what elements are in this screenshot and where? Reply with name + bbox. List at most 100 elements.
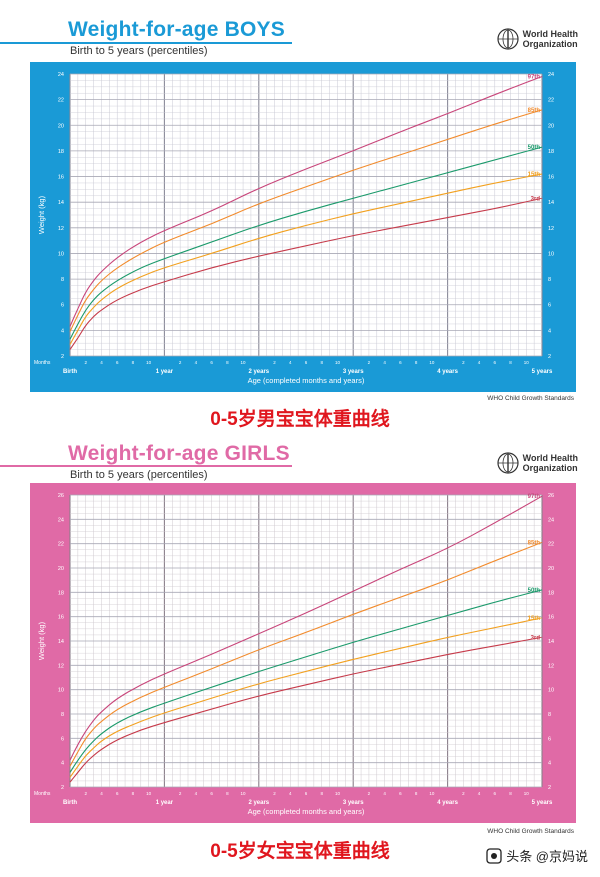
boys-chart-title: Weight-for-age BOYS (68, 18, 285, 41)
title-rule (0, 42, 292, 44)
x-month-tick-label: 2 (179, 791, 182, 796)
x-month-tick-label: 8 (509, 791, 512, 796)
y-tick-label-right: 6 (548, 303, 551, 309)
series-line-15th (69, 173, 543, 345)
series-label-50th: 50th (528, 145, 541, 151)
y-tick-label-right: 22 (548, 542, 554, 548)
girls-weight-chart: 2 2 4 4 6 6 8 8 10 10 12 12 14 14 16 16 18 18 20 20 22 22 24 24… (30, 483, 576, 823)
series-label-85th: 85th (528, 108, 541, 114)
x-year-tick-label: 5 years (532, 800, 553, 806)
x-year-tick-label: 4 years (437, 369, 458, 375)
y-tick-label-left: 2 (61, 785, 64, 791)
watermark: 头条 @京妈说 (486, 846, 588, 865)
x-month-tick-label: 8 (226, 791, 229, 796)
y-tick-label-left: 2 (61, 354, 64, 360)
y-tick-label-right: 10 (548, 251, 554, 257)
series-line-97th (69, 76, 543, 327)
x-month-tick-label: 10 (524, 791, 530, 796)
y-tick-label-left: 12 (58, 226, 64, 232)
x-month-tick-label: 2 (84, 360, 87, 365)
x-month-tick-label: 6 (399, 791, 402, 796)
x-month-tick-label: 8 (509, 360, 512, 365)
series-line-50th (69, 146, 543, 340)
x-month-tick-label: 4 (100, 360, 103, 365)
series-label-50th: 50th (528, 588, 541, 594)
y-tick-label-right: 24 (548, 517, 554, 523)
series-line-85th (69, 541, 543, 767)
y-tick-label-left: 22 (58, 542, 64, 548)
y-tick-label-left: 16 (58, 615, 64, 621)
x-month-tick-label: 6 (494, 791, 497, 796)
x-month-tick-label: 4 (195, 791, 198, 796)
x-month-tick-label: 10 (335, 791, 341, 796)
y-tick-label-left: 8 (61, 277, 64, 283)
x-year-tick-label: 2 years (248, 800, 269, 806)
y-tick-label-left: 4 (61, 761, 64, 767)
series-line-15th (69, 617, 543, 778)
x-month-tick-label: 4 (195, 360, 198, 365)
x-year-tick-label: 1 year (156, 369, 174, 375)
girls-footer: WHO Child Growth Standards (487, 828, 574, 835)
y-tick-label-right: 6 (548, 736, 551, 742)
boys-caption: 0-5岁男宝宝体重曲线 (210, 409, 390, 430)
y-tick-label-right: 20 (548, 566, 554, 572)
y-tick-label-right: 24 (548, 72, 554, 78)
y-axis-label: Weight (kg) (37, 621, 46, 660)
x-month-tick-label: 10 (335, 360, 341, 365)
series-label-97th: 97th (528, 75, 541, 81)
series-label-3rd: 3rd (531, 635, 541, 641)
who-emblem-icon (497, 452, 519, 474)
x-year-tick-label: 3 years (343, 800, 364, 806)
y-tick-label-left: 4 (61, 328, 64, 334)
series-label-15th: 15th (528, 616, 541, 622)
y-tick-label-right: 12 (548, 663, 554, 669)
x-unit-label: Months (34, 791, 51, 797)
x-month-tick-label: 4 (478, 360, 481, 365)
y-tick-label-left: 10 (58, 251, 64, 257)
y-tick-label-right: 20 (548, 123, 554, 129)
y-tick-label-left: 18 (58, 590, 64, 596)
y-tick-label-left: 14 (58, 639, 64, 645)
series-label-15th: 15th (528, 172, 541, 178)
y-tick-label-left: 20 (58, 566, 64, 572)
y-tick-label-left: 8 (61, 712, 64, 718)
y-tick-label-right: 2 (548, 785, 551, 791)
y-tick-label-right: 12 (548, 226, 554, 232)
series-line-50th (69, 589, 543, 773)
x-month-tick-label: 4 (100, 791, 103, 796)
x-month-tick-label: 4 (383, 360, 386, 365)
series-label-3rd: 3rd (531, 196, 541, 202)
x-month-tick-label: 2 (462, 360, 465, 365)
title-rule (0, 465, 292, 467)
x-month-tick-label: 6 (210, 360, 213, 365)
girls-chart-subtitle: Birth to 5 years (percentiles) (70, 469, 208, 481)
series-line-97th (69, 495, 543, 761)
x-month-tick-label: 6 (494, 360, 497, 365)
x-month-tick-label: 10 (429, 791, 435, 796)
series-line-3rd (69, 636, 543, 783)
y-tick-label-left: 18 (58, 149, 64, 155)
y-axis-label: Weight (kg) (37, 195, 46, 234)
x-year-tick-label: Birth (63, 369, 77, 375)
y-tick-label-left: 12 (58, 663, 64, 669)
girls-panel: Weight-for-age GIRLS Birth to 5 years (p… (0, 436, 600, 877)
y-tick-label-left: 24 (58, 517, 64, 523)
x-month-tick-label: 6 (399, 360, 402, 365)
y-tick-label-left: 24 (58, 72, 64, 78)
y-tick-label-left: 14 (58, 200, 64, 206)
y-tick-label-right: 2 (548, 354, 551, 360)
x-year-tick-label: 1 year (156, 800, 174, 806)
y-tick-label-right: 18 (548, 149, 554, 155)
x-month-tick-label: 2 (84, 791, 87, 796)
x-month-tick-label: 8 (415, 360, 418, 365)
y-tick-label-right: 10 (548, 688, 554, 694)
x-month-tick-label: 6 (116, 791, 119, 796)
x-month-tick-label: 4 (289, 791, 292, 796)
y-tick-label-right: 8 (548, 712, 551, 718)
x-month-tick-label: 8 (320, 360, 323, 365)
who-logo: World Health Organization (497, 28, 578, 50)
y-tick-label-right: 8 (548, 277, 551, 283)
who-org-line2: Organization (522, 39, 578, 49)
